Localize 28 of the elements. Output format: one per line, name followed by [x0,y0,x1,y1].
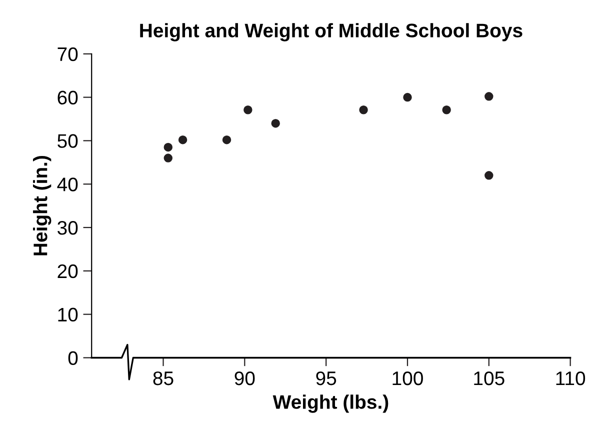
x-tick-label: 95 [316,371,336,386]
point [484,92,494,101]
point [222,135,232,144]
x-tick-label: 90 [234,371,255,386]
point [164,142,173,152]
point [442,106,451,114]
point [359,106,368,114]
point [178,135,188,144]
y-tick-label: 10 [58,308,78,322]
point [403,92,412,102]
point [271,118,280,128]
x-tick-label: 85 [153,371,174,386]
y-tick-label: 60 [58,90,78,105]
point [484,171,494,180]
y-tick-label: 40 [57,178,78,192]
y-tick-label: 30 [58,220,78,235]
x-axis-title: Weight (lbs.) [272,394,388,413]
x-tick-label: 100 [392,371,423,386]
y-tick-label: 0 [68,351,78,365]
x-tick-label: 110 [556,371,586,386]
y-tick-label: 70 [58,47,78,62]
point [244,106,252,114]
y-axis-title: Height (in.) [33,156,52,256]
y-tick-label: 20 [58,264,78,278]
chart-title: Height and Weight of Middle School Boys [140,23,522,42]
x-tick-label: 105 [474,371,504,386]
point [164,154,173,162]
y-tick-label: 50 [58,134,78,148]
